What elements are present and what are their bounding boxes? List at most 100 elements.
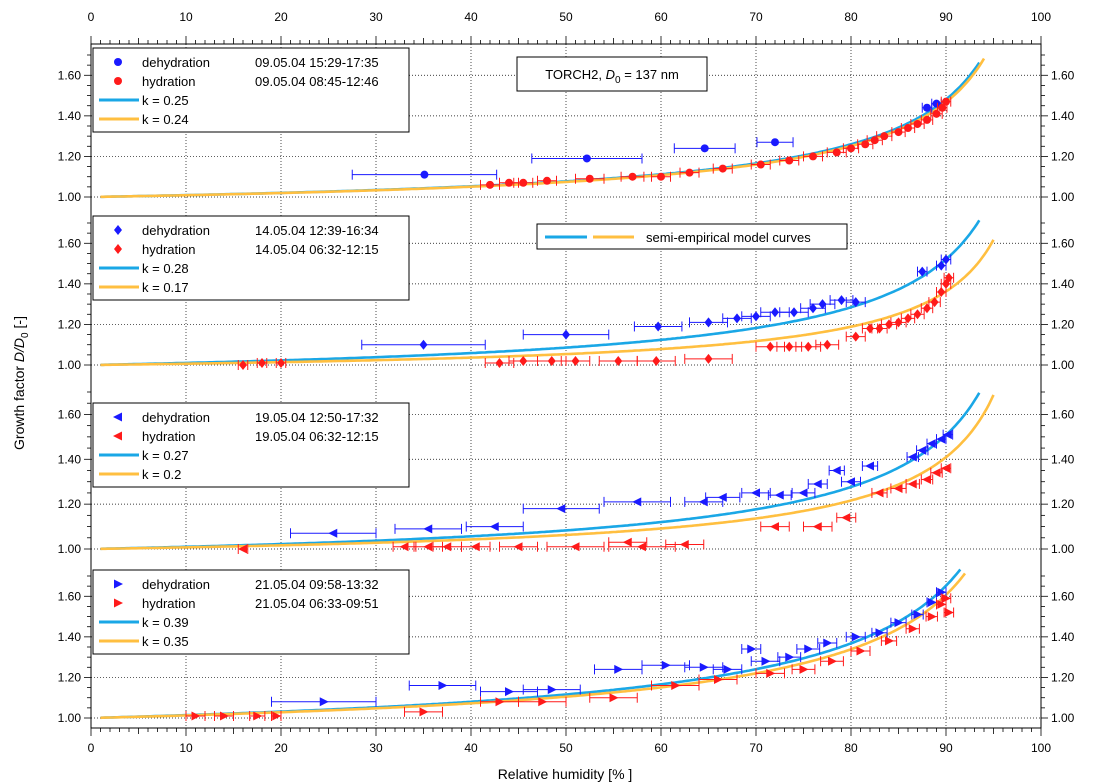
legend-date: 21.05.04 06:33-09:51 — [255, 596, 379, 611]
hydration-marker — [470, 542, 480, 552]
hydration-point — [795, 341, 822, 352]
dehydration-marker — [562, 329, 570, 340]
y-tick-label-right: 1.00 — [1051, 190, 1075, 204]
hydration-marker — [685, 168, 694, 177]
hydration-point — [620, 171, 645, 182]
y-tick-label-right: 1.60 — [1051, 236, 1075, 250]
legend-label: dehydration — [142, 577, 210, 592]
hydration-marker — [880, 132, 889, 141]
hydration-point — [930, 467, 943, 478]
x-axis-title: Relative humidity [% ] — [498, 766, 633, 782]
dehydration-point — [351, 169, 498, 180]
hydration-marker — [519, 178, 528, 187]
hydration-marker — [277, 357, 285, 368]
x-tick-label-top: 50 — [559, 10, 573, 24]
hydration-marker — [894, 317, 903, 328]
dehydration-marker — [632, 497, 642, 507]
dehydration-marker — [328, 528, 338, 538]
legend-layer: dehydration 09.05.04 15:29-17:35 hydration… — [92, 47, 410, 655]
legend-label: k = 0.24 — [142, 112, 189, 127]
dehydration-marker — [851, 632, 861, 642]
legend-label: k = 0.28 — [142, 261, 189, 276]
dehydration-marker — [747, 644, 757, 654]
y-axis-title-ratio: D/D — [11, 338, 27, 362]
hydration-point — [256, 357, 268, 368]
hydration-marker — [585, 174, 594, 183]
y-tick-label-right: 1.00 — [1051, 358, 1075, 372]
hydration-marker — [937, 286, 946, 297]
hydration-point — [575, 173, 605, 184]
dehydration-point — [673, 143, 736, 154]
model-legend-frame — [536, 223, 848, 250]
x-tick-label-top: 20 — [274, 10, 288, 24]
hydration-marker — [505, 178, 513, 187]
hydration-marker — [893, 483, 903, 493]
dehydration-point — [890, 617, 907, 628]
dehydration-point — [828, 465, 845, 476]
legend-label: k = 0.39 — [142, 615, 189, 630]
hydration-marker — [841, 513, 851, 523]
dehydration-marker — [942, 254, 950, 265]
dehydration-marker — [423, 524, 433, 534]
dehydration-marker — [875, 628, 885, 638]
y-tick-label-right: 1.20 — [1051, 149, 1075, 163]
dehydration-point — [809, 299, 836, 310]
hydration-marker — [937, 599, 947, 609]
y-tick-label-left: 1.00 — [58, 711, 82, 725]
hydration-point — [920, 474, 934, 485]
y-tick-label-left: 1.20 — [58, 317, 82, 331]
hydration-marker — [423, 542, 433, 552]
dehydration-marker — [733, 313, 741, 324]
dehydration-marker — [818, 299, 827, 310]
dehydration-point — [741, 311, 771, 322]
hydration-marker — [239, 360, 247, 370]
x-tick-label-top: 10 — [179, 10, 193, 24]
hydration-point — [589, 692, 638, 703]
legend-label: k = 0.35 — [142, 634, 189, 649]
y-axis-title-main: Growth factor — [11, 362, 27, 450]
dehydration-point — [917, 266, 928, 277]
legend-frame — [92, 47, 410, 133]
hydration-point — [537, 175, 557, 186]
hydration-point — [791, 664, 816, 675]
y-tick-label-left: 1.40 — [58, 109, 82, 123]
hydration-marker — [799, 664, 809, 674]
dehydration-point — [603, 496, 671, 507]
dehydration-point — [936, 587, 947, 598]
hydration-marker — [785, 341, 794, 352]
dehydration-marker — [717, 492, 727, 502]
hydration-marker — [770, 522, 779, 532]
x-tick-label-bottom: 30 — [369, 741, 383, 755]
hydration-marker — [828, 656, 837, 666]
hydration-point — [850, 646, 871, 657]
hydration-point — [518, 696, 567, 707]
dehydration-point — [684, 662, 724, 673]
x-tick-label-bottom: 70 — [749, 741, 763, 755]
hydration-marker — [812, 522, 822, 532]
y-tick-label-right: 1.60 — [1051, 407, 1075, 421]
dehydration-marker — [547, 685, 557, 695]
dehydration-marker — [846, 477, 855, 487]
dehydration-point — [756, 137, 794, 148]
hydration-point — [940, 593, 952, 604]
panel-legend-2: dehydration 14.05.04 12:39-16:34 hydration… — [92, 215, 410, 301]
hydration-marker — [766, 668, 776, 678]
dehydration-point — [290, 528, 377, 539]
hydration-marker — [628, 172, 637, 181]
hydration-point — [461, 541, 491, 552]
dehydration-point — [741, 644, 762, 655]
hydration-marker — [679, 540, 689, 550]
dehydration-marker — [918, 266, 927, 277]
dehydration-point — [522, 329, 610, 340]
model-curve-2 — [100, 394, 995, 551]
legend-date: 14.05.04 12:39-16:34 — [255, 223, 379, 238]
dehydration-point — [940, 254, 952, 265]
dehydration-marker — [831, 466, 841, 475]
dehydration-marker — [937, 260, 946, 271]
dehydration-marker — [751, 488, 760, 498]
dehydration-marker — [937, 587, 947, 597]
x-tick-label-bottom: 60 — [654, 741, 668, 755]
dehydration-marker — [798, 488, 808, 498]
hydration-point — [910, 309, 925, 320]
x-tick-label-top: 70 — [749, 10, 763, 24]
